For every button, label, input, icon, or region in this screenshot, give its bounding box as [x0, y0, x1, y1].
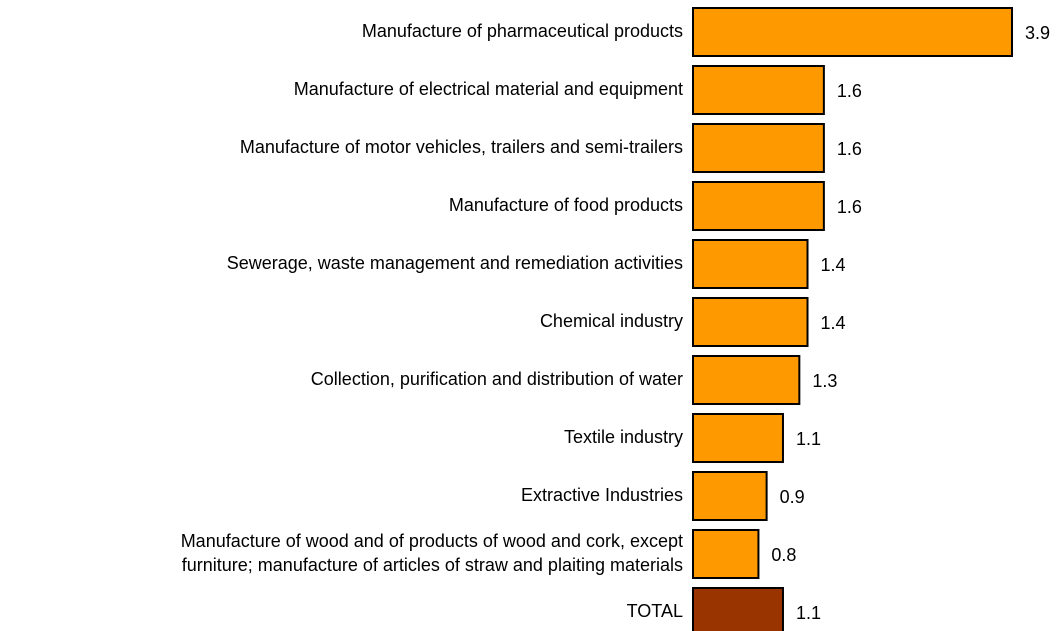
category-label: Extractive Industries — [521, 485, 683, 505]
category-label: Sewerage, waste management and remediati… — [227, 253, 683, 273]
category-label: Chemical industry — [540, 311, 683, 331]
category-label: Manufacture of food products — [449, 195, 683, 215]
value-label: 1.3 — [812, 371, 837, 391]
bar — [692, 239, 809, 289]
bar — [692, 355, 801, 405]
bar — [692, 471, 768, 521]
value-label: 3.9 — [1025, 23, 1050, 43]
category-label: Manufacture of motor vehicles, trailers … — [240, 137, 683, 157]
value-label: 0.9 — [780, 487, 805, 507]
value-label: 1.1 — [796, 429, 821, 449]
value-label: 1.4 — [821, 313, 846, 333]
bar — [692, 181, 825, 231]
bar — [692, 123, 825, 173]
value-label: 1.4 — [821, 255, 846, 275]
category-label: Manufacture of pharmaceutical products — [362, 21, 683, 41]
bar — [692, 529, 760, 579]
bar — [692, 7, 1013, 57]
category-label: furniture; manufacture of articles of st… — [182, 555, 683, 575]
value-label: 0.8 — [771, 545, 796, 565]
category-label: Textile industry — [564, 427, 683, 447]
bar — [692, 297, 809, 347]
bar — [692, 413, 784, 463]
value-label: 1.1 — [796, 603, 821, 623]
category-label: Collection, purification and distributio… — [311, 369, 683, 389]
value-label: 1.6 — [837, 197, 862, 217]
category-label: Manufacture of electrical material and e… — [294, 79, 683, 99]
category-label: Manufacture of wood and of products of w… — [181, 531, 683, 551]
bar — [692, 65, 825, 115]
category-label: TOTAL — [627, 601, 683, 621]
bar — [692, 587, 784, 631]
value-label: 1.6 — [837, 81, 862, 101]
value-label: 1.6 — [837, 139, 862, 159]
